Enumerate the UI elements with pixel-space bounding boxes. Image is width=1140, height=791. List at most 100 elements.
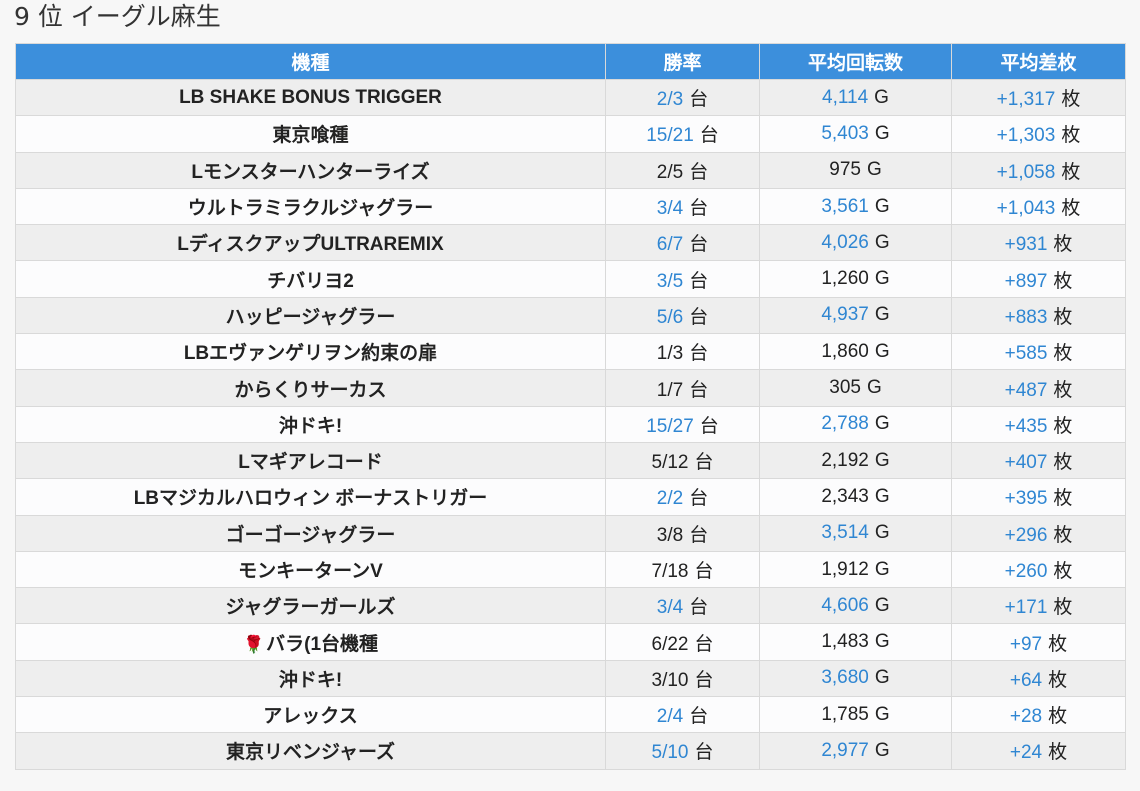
table-row[interactable]: ハッピージャグラー 5/6 台 4,937 G +883 枚 xyxy=(15,296,1126,335)
win-rate-value[interactable]: 15/27 xyxy=(646,415,694,437)
machine-name-cell[interactable]: 🌹 バラ(1台機種 xyxy=(15,623,606,661)
avg-spins-value[interactable]: 4,937 xyxy=(821,304,869,326)
machine-name-cell[interactable]: 東京リベンジャーズ xyxy=(15,732,606,770)
machine-name-cell[interactable]: チバリヨ2 xyxy=(15,260,606,298)
avg-spins-value[interactable]: 3,514 xyxy=(821,522,869,544)
table-row[interactable]: アレックス 2/4 台 1,785 G +28 枚 xyxy=(15,696,1126,734)
table-row[interactable]: 沖ドキ! 3/10 台 3,680 G +64 枚 xyxy=(15,659,1126,698)
win-rate-value[interactable]: 5/6 xyxy=(656,306,684,328)
machine-name-cell[interactable]: 東京喰種 xyxy=(15,115,606,153)
column-header-win-rate[interactable]: 勝率 xyxy=(605,43,760,80)
avg-diff-value[interactable]: +1,043 xyxy=(996,198,1056,220)
win-rate-value[interactable]: 2/3 xyxy=(656,89,684,111)
avg-diff-value[interactable]: +296 xyxy=(1004,524,1048,546)
machine-name: Lモンスターハンターライズ xyxy=(191,161,430,183)
avg-diff-value[interactable]: +585 xyxy=(1004,343,1048,365)
table-row[interactable]: Lマギアレコード 5/12 台 2,192 G +407 枚 xyxy=(15,441,1126,480)
win-rate-value[interactable]: 5/10 xyxy=(651,742,689,764)
table-row[interactable]: ジャグラーガールズ 3/4 台 4,606 G +171 枚 xyxy=(15,587,1126,625)
table-row[interactable]: LBマジカルハロウィン ボーナストリガー 2/2 台 2,343 G +395 枚 xyxy=(15,478,1126,516)
machine-name: チバリヨ2 xyxy=(267,270,354,292)
avg-spins-value: 1,785 xyxy=(821,703,869,725)
avg-spins-value[interactable]: 3,680 xyxy=(821,667,869,689)
avg-diff-value[interactable]: +407 xyxy=(1004,452,1048,474)
machine-name-cell[interactable]: Lモンスターハンターライズ xyxy=(15,151,606,189)
avg-spins-unit: G xyxy=(866,159,882,181)
machine-name-cell[interactable]: 沖ドキ! xyxy=(15,405,606,443)
machine-name-cell[interactable]: ウルトラミラクルジャグラー xyxy=(15,187,606,226)
win-rate-value[interactable]: 3/5 xyxy=(656,270,684,292)
avg-spins-cell: 1,912 G xyxy=(759,550,952,589)
avg-spins-value[interactable]: 2,788 xyxy=(821,413,869,435)
machine-name-cell[interactable]: 沖ドキ! xyxy=(15,659,606,698)
avg-diff-value[interactable]: +435 xyxy=(1004,415,1048,437)
machine-name-cell[interactable]: ジャグラーガールズ xyxy=(15,587,606,625)
win-rate-value[interactable]: 3/4 xyxy=(656,198,684,220)
avg-spins-value[interactable]: 4,026 xyxy=(821,231,869,253)
avg-diff-cell: +97 枚 xyxy=(951,623,1126,661)
machine-name-cell[interactable]: ゴーゴージャグラー xyxy=(15,514,606,552)
table-row[interactable]: 東京喰種 15/21 台 5,403 G +1,303 枚 xyxy=(15,115,1126,153)
column-header-avg-diff[interactable]: 平均差枚 xyxy=(951,43,1126,80)
machine-name-cell[interactable]: Lマギアレコード xyxy=(15,441,606,480)
avg-diff-value[interactable]: +171 xyxy=(1004,597,1048,619)
avg-diff-value[interactable]: +24 xyxy=(1009,742,1043,764)
avg-diff-value[interactable]: +897 xyxy=(1004,270,1048,292)
avg-diff-value[interactable]: +1,058 xyxy=(996,161,1056,183)
machine-name-cell[interactable]: LBエヴァンゲリヲン約束の扉 xyxy=(15,333,606,371)
table-row[interactable]: LB SHAKE BONUS TRIGGER 2/3 台 4,114 G +1,317 枚 xyxy=(15,78,1126,117)
table-row[interactable]: 沖ドキ! 15/27 台 2,788 G +435 枚 xyxy=(15,405,1126,443)
table-row[interactable]: チバリヨ2 3/5 台 1,260 G +897 枚 xyxy=(15,260,1126,298)
avg-spins-value[interactable]: 5,403 xyxy=(821,122,869,144)
table-row[interactable]: Lモンスターハンターライズ 2/5 台 975 G +1,058 枚 xyxy=(15,151,1126,189)
avg-spins-cell: 2,343 G xyxy=(759,478,952,516)
table-row[interactable]: 東京リベンジャーズ 5/10 台 2,977 G +24 枚 xyxy=(15,732,1126,770)
avg-diff-value[interactable]: +931 xyxy=(1004,234,1048,256)
avg-spins-value[interactable]: 4,606 xyxy=(821,594,869,616)
avg-diff-cell: +487 枚 xyxy=(951,369,1126,407)
avg-spins-value[interactable]: 3,561 xyxy=(821,195,869,217)
win-rate-unit: 台 xyxy=(689,706,709,728)
table-row[interactable]: ウルトラミラクルジャグラー 3/4 台 3,561 G +1,043 枚 xyxy=(15,187,1126,226)
table-row[interactable]: からくりサーカス 1/7 台 305 G +487 枚 xyxy=(15,369,1126,407)
avg-spins-cell: 5,403 G xyxy=(759,115,952,153)
machine-name-cell[interactable]: LBマジカルハロウィン ボーナストリガー xyxy=(15,478,606,516)
table-row[interactable]: モンキーターンV 7/18 台 1,912 G +260 枚 xyxy=(15,550,1126,589)
win-rate-value[interactable]: 2/4 xyxy=(656,706,684,728)
avg-spins-cell: 2,977 G xyxy=(759,732,952,770)
win-rate-value[interactable]: 15/21 xyxy=(646,125,694,147)
win-rate-unit: 台 xyxy=(694,633,714,655)
avg-diff-value[interactable]: +97 xyxy=(1009,633,1043,655)
win-rate-cell: 15/21 台 xyxy=(605,115,760,153)
table-row[interactable]: LBエヴァンゲリヲン約束の扉 1/3 台 1,860 G +585 枚 xyxy=(15,333,1126,371)
avg-diff-value[interactable]: +1,317 xyxy=(996,89,1056,111)
avg-spins-value[interactable]: 2,977 xyxy=(821,739,869,761)
avg-spins-unit: G xyxy=(874,304,890,326)
column-header-avg-spins[interactable]: 平均回転数 xyxy=(759,43,952,80)
win-rate-value[interactable]: 6/7 xyxy=(656,234,684,256)
avg-diff-value[interactable]: +1,303 xyxy=(996,125,1056,147)
win-rate-value[interactable]: 3/4 xyxy=(656,597,684,619)
machine-name-cell[interactable]: アレックス xyxy=(15,696,606,734)
avg-diff-value[interactable]: +64 xyxy=(1009,669,1043,691)
machine-name-cell[interactable]: からくりサーカス xyxy=(15,369,606,407)
table-row[interactable]: LディスクアップULTRAREMIX 6/7 台 4,026 G +931 枚 xyxy=(15,224,1126,262)
machine-name-cell[interactable]: LB SHAKE BONUS TRIGGER xyxy=(15,78,606,117)
avg-spins-cell: 305 G xyxy=(759,369,952,407)
table-row[interactable]: ゴーゴージャグラー 3/8 台 3,514 G +296 枚 xyxy=(15,514,1126,552)
machine-name: ウルトラミラクルジャグラー xyxy=(187,198,434,220)
avg-diff-value[interactable]: +487 xyxy=(1004,379,1048,401)
avg-diff-value[interactable]: +883 xyxy=(1004,306,1048,328)
avg-spins-cell: 1,860 G xyxy=(759,333,952,371)
avg-spins-value[interactable]: 4,114 xyxy=(822,86,869,108)
machine-name-cell[interactable]: モンキーターンV xyxy=(15,550,606,589)
avg-diff-value[interactable]: +28 xyxy=(1009,706,1043,728)
machine-name-cell[interactable]: ハッピージャグラー xyxy=(15,296,606,335)
table-row[interactable]: 🌹 バラ(1台機種 6/22 台 1,483 G +97 枚 xyxy=(15,623,1126,661)
avg-diff-value[interactable]: +395 xyxy=(1004,488,1048,510)
column-header-machine[interactable]: 機種 xyxy=(15,43,606,80)
avg-diff-cell: +883 枚 xyxy=(951,296,1126,335)
avg-diff-value[interactable]: +260 xyxy=(1004,561,1048,582)
machine-name-cell[interactable]: LディスクアップULTRAREMIX xyxy=(15,224,606,262)
win-rate-value[interactable]: 2/2 xyxy=(656,488,684,510)
